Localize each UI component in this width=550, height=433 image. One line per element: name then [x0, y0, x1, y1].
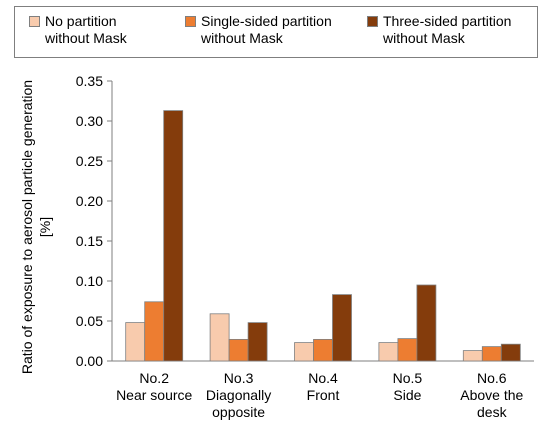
x-tick-label-line: Above the — [460, 387, 523, 403]
y-tick-label: 0.15 — [76, 233, 103, 249]
bar — [500, 343, 521, 362]
x-tick-label: No.3 Diagonally opposite — [206, 370, 271, 420]
y-tick-label: 0.25 — [76, 153, 103, 169]
legend-label-line-2: without Mask — [201, 30, 283, 46]
x-tick-label-line: opposite — [212, 404, 265, 420]
x-tick-label-line: No.5 — [393, 370, 423, 386]
legend-label-single-sided: Single-sided partition without Mask — [201, 13, 332, 47]
bar — [481, 346, 502, 362]
x-tick-label-line: Side — [393, 387, 421, 403]
y-tick-label: 0.10 — [76, 273, 103, 289]
bar — [144, 301, 165, 362]
y-tick-label: 0.20 — [76, 193, 103, 209]
legend-label-three-sided: Three-sided partition without Mask — [383, 13, 511, 47]
bar — [294, 342, 314, 362]
x-tick-label-line: desk — [477, 404, 508, 420]
legend-label-line-2: without Mask — [383, 30, 465, 46]
bar — [416, 284, 437, 362]
x-tick-label-line: No.4 — [308, 370, 338, 386]
legend: No partition without Mask Single-sided p… — [14, 6, 538, 58]
legend-swatch-three-sided — [367, 16, 378, 27]
y-tick-label: 0.00 — [76, 353, 103, 369]
legend-label-line-1: No partition — [45, 13, 117, 29]
x-tick-label-line: Near source — [116, 387, 192, 403]
legend-label-line-2: without Mask — [45, 30, 127, 46]
y-axis-title-line: Ratio of exposure to aerosol particle ge… — [19, 80, 35, 374]
legend-swatch-no-partition — [29, 16, 40, 27]
x-tick-label: No.6 Above the desk — [460, 370, 523, 420]
y-axis-title-line: [%] — [37, 217, 53, 237]
x-tick-label-line: Diagonally — [206, 387, 271, 403]
bar — [163, 110, 184, 362]
bar — [125, 322, 146, 362]
bar — [462, 350, 483, 362]
x-tick-label-line: Front — [307, 387, 340, 403]
x-tick-label-line: No.6 — [477, 370, 507, 386]
x-tick-label-line: No.2 — [139, 370, 169, 386]
legend-label-line-1: Single-sided partition — [201, 13, 332, 29]
bar — [397, 338, 418, 362]
y-tick-label: 0.30 — [76, 113, 103, 129]
bar — [228, 338, 249, 362]
bar — [332, 294, 352, 362]
bar — [378, 342, 399, 362]
legend-label-no-partition: No partition without Mask — [45, 13, 127, 47]
x-tick-label: No.4 Front — [307, 370, 340, 403]
x-tick-label: No.5 Side — [393, 370, 423, 403]
bar — [313, 338, 333, 362]
x-tick-label: No.2 Near source — [116, 370, 192, 403]
legend-item-three-sided: Three-sided partition without Mask — [367, 13, 511, 47]
x-tick-label-line: No.3 — [224, 370, 254, 386]
y-tick-label: 0.05 — [76, 313, 103, 329]
legend-item-no-partition: No partition without Mask — [29, 13, 127, 47]
legend-swatch-single-sided — [185, 16, 196, 27]
legend-label-line-1: Three-sided partition — [383, 13, 512, 29]
bar — [247, 322, 268, 362]
legend-item-single-sided: Single-sided partition without Mask — [185, 13, 332, 47]
y-axis-title: Ratio of exposure to aerosol particle ge… — [19, 80, 53, 374]
y-tick-label: 0.35 — [76, 73, 103, 89]
bar — [209, 313, 230, 362]
